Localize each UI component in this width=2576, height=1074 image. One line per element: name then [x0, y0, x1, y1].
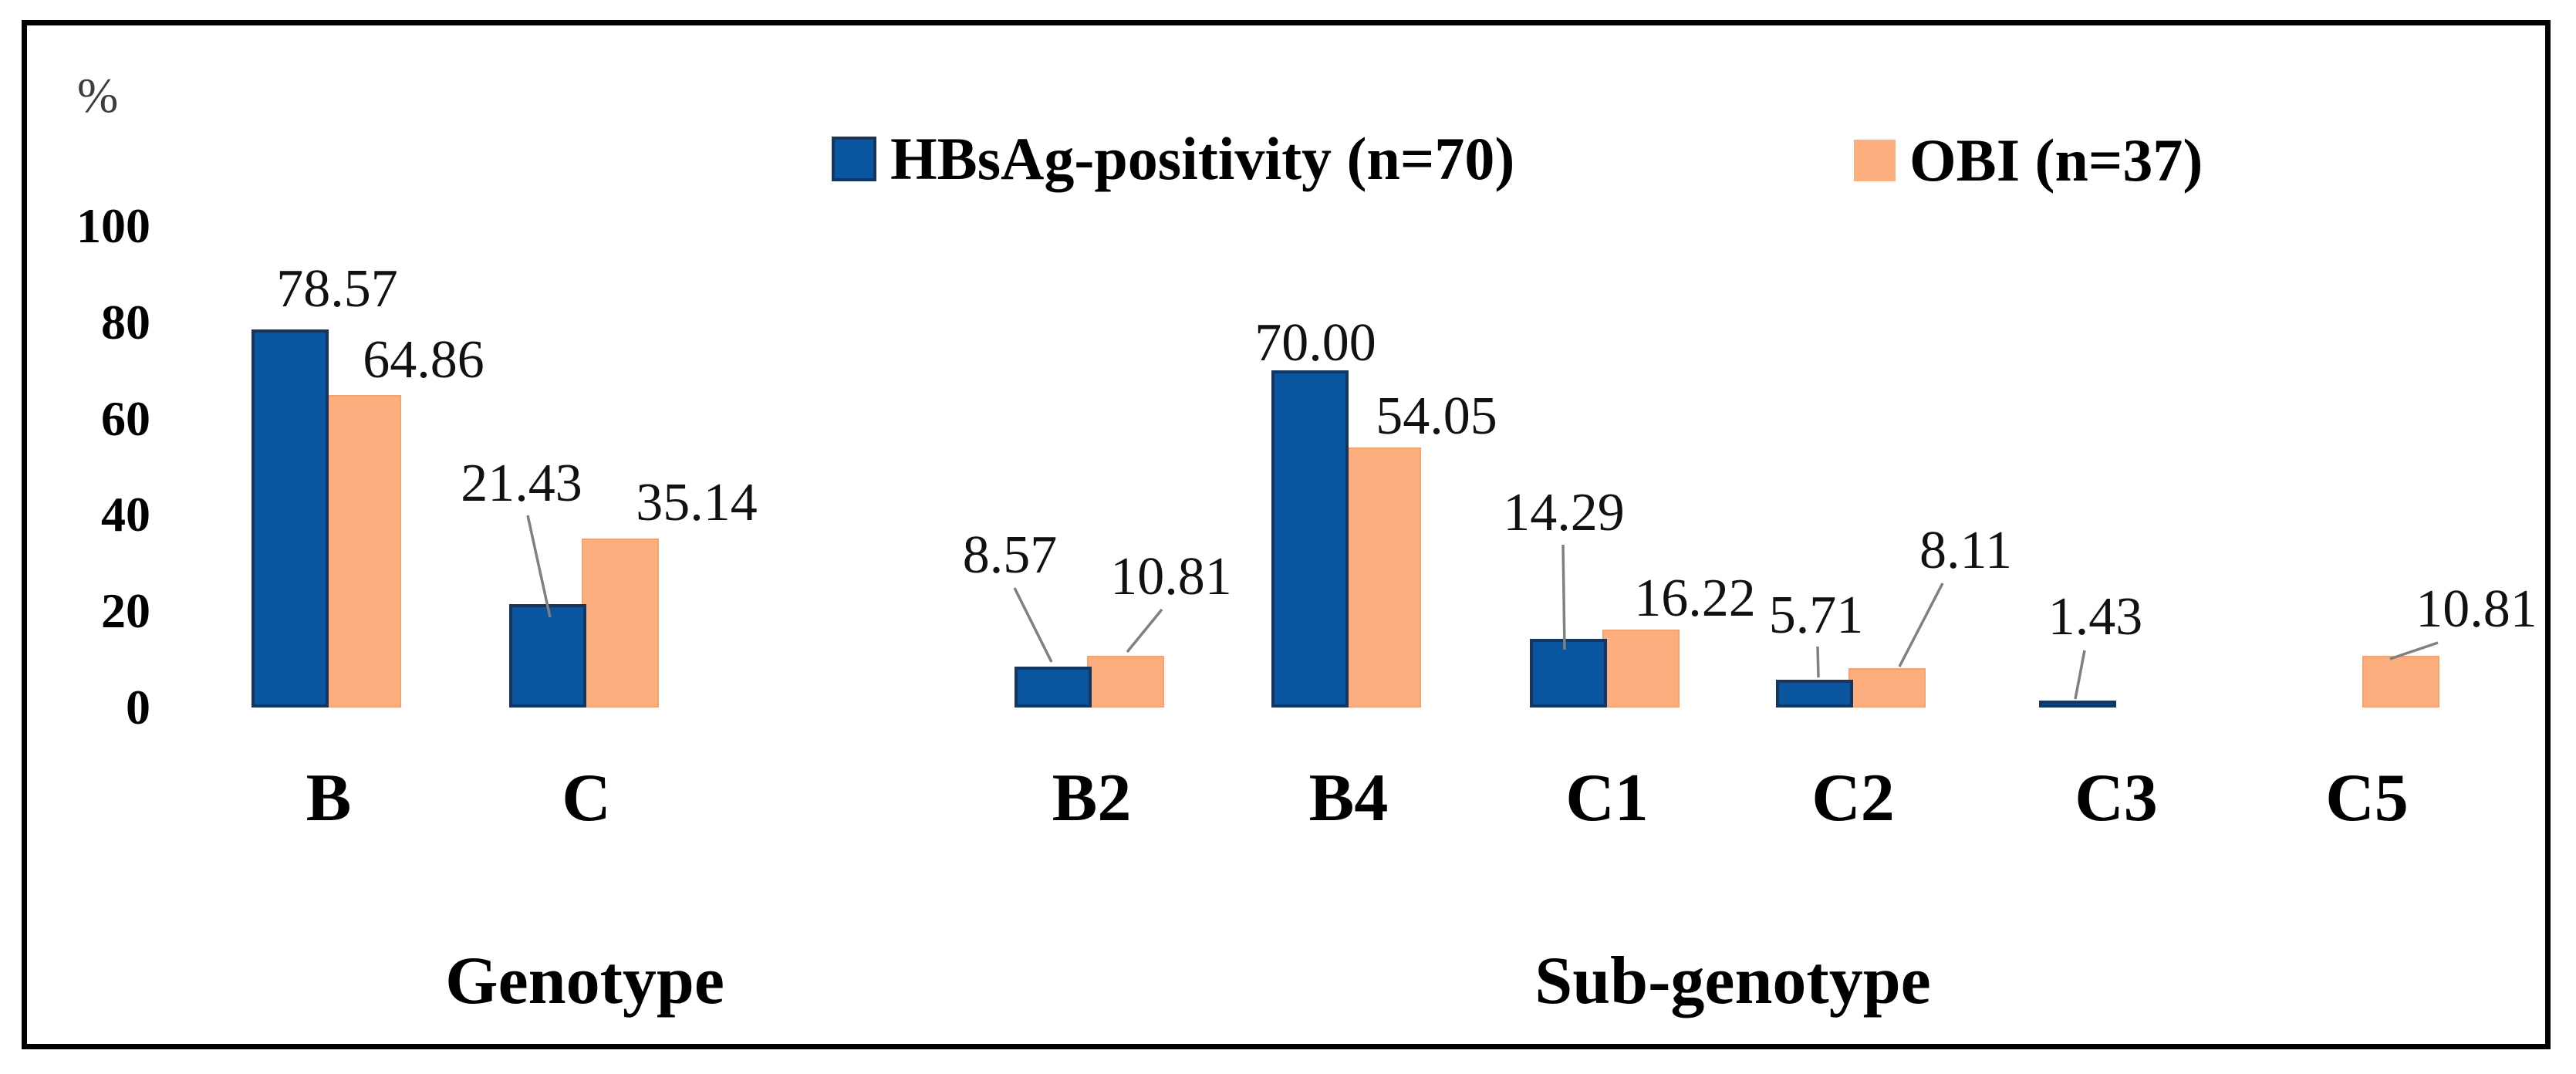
y-tick-label-80: 80 — [101, 294, 150, 350]
value-label: 70.00 — [1254, 313, 1376, 373]
axis-group-label-sub-genotype: Sub-genotype — [1534, 944, 1931, 1018]
bar-hbsag-B2 — [1015, 667, 1092, 708]
bar-obi-C2 — [1848, 668, 1926, 708]
bar-obi-B — [324, 395, 401, 708]
x-tick-label-C: C — [562, 761, 611, 836]
bar-obi-C1 — [1602, 630, 1680, 708]
x-tick-label-B2: B2 — [1052, 761, 1132, 836]
chart-border — [22, 20, 2551, 1049]
bar-obi-C5 — [2362, 656, 2439, 708]
value-label: 10.81 — [2416, 579, 2537, 639]
value-label: 78.57 — [276, 259, 398, 319]
y-tick-label-40: 40 — [101, 487, 150, 542]
y-tick-label-0: 0 — [126, 680, 150, 735]
legend-item-hbsag: HBsAg-positivity (n=70) — [832, 129, 1514, 189]
value-label: 14.29 — [1503, 483, 1625, 542]
y-tick-label-20: 20 — [101, 583, 150, 639]
value-label: 8.11 — [1919, 521, 2012, 580]
value-label: 64.86 — [363, 330, 484, 390]
x-tick-label-C1: C1 — [1565, 761, 1649, 836]
bar-hbsag-C — [509, 604, 586, 708]
x-tick-label-C3: C3 — [2075, 761, 2158, 836]
value-label: 1.43 — [2048, 587, 2143, 647]
bar-obi-B2 — [1087, 656, 1164, 708]
y-axis-unit-label: % — [77, 68, 119, 123]
axis-group-label-genotype: Genotype — [445, 944, 724, 1018]
legend-item-obi: OBI (n=37) — [1854, 130, 2203, 191]
y-tick-label-60: 60 — [101, 390, 150, 446]
bar-hbsag-B — [252, 329, 329, 708]
bar-hbsag-C2 — [1776, 680, 1853, 708]
bar-obi-C — [582, 539, 659, 708]
bar-hbsag-C3 — [2039, 701, 2116, 708]
value-label: 21.43 — [461, 454, 582, 513]
value-label: 35.14 — [636, 473, 758, 532]
legend-label-hbsag: HBsAg-positivity (n=70) — [890, 125, 1515, 192]
value-label: 54.05 — [1376, 387, 1497, 446]
legend-swatch-hbsag-icon — [832, 137, 876, 181]
y-tick-label-100: 100 — [76, 198, 150, 253]
value-label: 10.81 — [1110, 547, 1232, 606]
bar-obi-B4 — [1344, 448, 1421, 708]
x-tick-label-C5: C5 — [2325, 761, 2409, 836]
value-label: 5.71 — [1768, 586, 1864, 645]
value-label: 8.57 — [962, 525, 1058, 585]
x-tick-label-B: B — [306, 761, 352, 836]
value-label: 16.22 — [1634, 569, 1756, 628]
legend-swatch-obi-icon — [1854, 140, 1896, 181]
bar-hbsag-C1 — [1530, 639, 1607, 708]
x-tick-label-B4: B4 — [1308, 761, 1389, 836]
bar-hbsag-B4 — [1271, 370, 1349, 708]
x-tick-label-C2: C2 — [1811, 761, 1895, 836]
legend-label-obi: OBI (n=37) — [1909, 127, 2203, 194]
